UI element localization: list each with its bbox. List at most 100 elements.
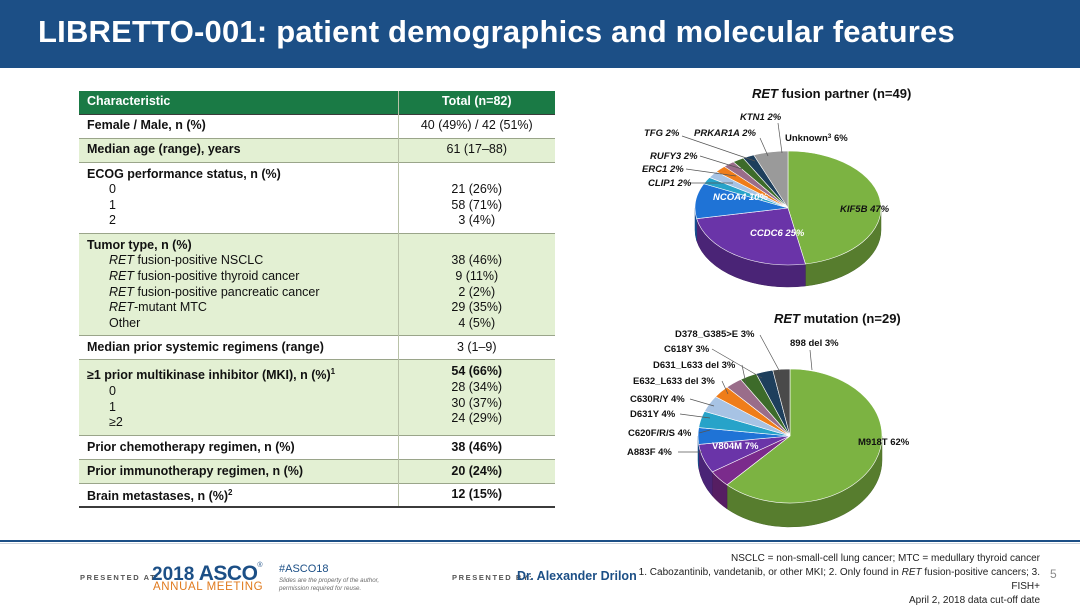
mutation-chart-title: RET mutation (n=29) bbox=[774, 311, 901, 326]
header-total: Total (n=82) bbox=[397, 91, 555, 114]
slice-label-0-9: Unknown3 6% bbox=[785, 133, 848, 144]
sub-value: 9 (11%) bbox=[455, 269, 499, 284]
ecog-labels: ECOG performance status, n (%) 0 1 2 bbox=[79, 162, 398, 233]
fusion-chart-title: RET fusion partner (n=49) bbox=[752, 86, 912, 101]
table-row-median-age: Median age (range), years 61 (17–88) bbox=[79, 138, 555, 162]
slice-label-1-8: C618Y 3% bbox=[664, 344, 710, 355]
sub-value: 30 (37%) bbox=[451, 395, 503, 410]
sub-label: ≥2 bbox=[109, 415, 123, 430]
footnote-line: April 2, 2018 data cut-off date bbox=[908, 595, 1040, 606]
sub-value: 58 (71%) bbox=[451, 197, 503, 212]
leader-line-1-4 bbox=[679, 413, 711, 419]
slice-label-1-10: 898 del 3% bbox=[790, 338, 839, 349]
leader-line-0-6 bbox=[681, 135, 756, 162]
sub-label: 2 bbox=[109, 213, 116, 228]
slice-label-0-5: RUFY3 2% bbox=[650, 151, 698, 162]
slice-label-1-1: A883F 4% bbox=[627, 447, 672, 458]
pie-charts: KIF5B 47% CCDC6 25% NCOA4 10% CLIP1 2% ERC1 … bbox=[627, 112, 910, 528]
sub-label: RET fusion-positive pancreatic cancer bbox=[109, 284, 320, 299]
annual-meeting-label: ANNUAL MEETING bbox=[153, 581, 264, 593]
footnote-line: NSCLC = non-small-cell lung cancer; MTC … bbox=[730, 553, 1040, 564]
hashtag: #ASCO18 bbox=[279, 563, 329, 575]
ecog-values: 21 (26%) 58 (71%) 3 (4%) bbox=[397, 162, 555, 234]
slice-label-1-2: V804M 7% bbox=[712, 441, 759, 452]
slice-label-1-4: D631Y 4% bbox=[630, 409, 676, 420]
slice-label-0-6: TFG 2% bbox=[644, 128, 680, 139]
pie-chart-1: M918T 62% A883F 4% V804M 7% C620F/R/S 4% D63… bbox=[627, 329, 910, 528]
slice-label-0-3: CLIP1 2% bbox=[648, 178, 692, 189]
asco-note: Slides are the property of the author, p… bbox=[279, 577, 380, 592]
row-value: 20 (24%) bbox=[397, 459, 555, 484]
sub-label: RET-mutant MTC bbox=[109, 300, 207, 315]
sub-value: 38 (46%) bbox=[451, 253, 503, 268]
sub-value: 4 (5%) bbox=[458, 315, 496, 330]
table-row-female-male: Female / Male, n (%) 40 (49%) / 42 (51%) bbox=[79, 114, 555, 138]
row-value: 40 (49%) / 42 (51%) bbox=[397, 114, 555, 138]
pie-slice-0-0 bbox=[787, 150, 882, 265]
sub-label: 1 bbox=[109, 197, 116, 212]
footer-rule bbox=[0, 540, 1080, 542]
table-row-immuno: Prior immunotherapy regimen, n (%) 20 (2… bbox=[79, 459, 555, 484]
leader-line-1-5 bbox=[689, 398, 715, 407]
row-value: 54 (66%) bbox=[451, 364, 503, 379]
slice-label-0-2: NCOA4 10% bbox=[713, 192, 768, 203]
sub-value: 29 (35%) bbox=[451, 300, 503, 315]
sub-label: 0 bbox=[109, 384, 116, 399]
leader-line-1-3 bbox=[698, 429, 711, 434]
leader-line-1-10 bbox=[809, 349, 813, 371]
sub-label: 0 bbox=[109, 182, 116, 197]
slice-label-1-7: D631_L633 del 3% bbox=[653, 360, 736, 371]
row-value: 3 (1–9) bbox=[397, 335, 555, 360]
table-row-brain: Brain metastases, n (%)2 12 (15%) bbox=[79, 483, 555, 508]
row-label: Brain metastases, n (%)2 bbox=[87, 488, 233, 504]
page-number: 5 bbox=[1050, 567, 1057, 581]
demographics-table: Characteristic Total (n=82) Female / Mal… bbox=[79, 91, 555, 508]
slice-label-0-1: CCDC6 25% bbox=[750, 228, 805, 239]
tumor-values: 38 (46%) 9 (11%) 2 (2%) 29 (35%) 4 (5%) bbox=[397, 233, 555, 336]
slice-label-0-8: KTN1 2% bbox=[740, 112, 782, 123]
pie-slice-1-10 bbox=[772, 368, 791, 437]
asco-logo: 2018 ASCO® bbox=[152, 562, 263, 585]
row-value: 38 (46%) bbox=[397, 435, 555, 460]
sub-value: 24 (29%) bbox=[451, 411, 503, 426]
sub-label: RET fusion-positive NSCLC bbox=[109, 253, 264, 268]
slice-label-1-9: D378_G385>E 3% bbox=[675, 329, 755, 340]
header-characteristic: Characteristic bbox=[79, 91, 398, 114]
slide-title: LIBRETTO-001: patient demographics and m… bbox=[38, 14, 955, 49]
footer-rule-light bbox=[0, 543, 1080, 544]
sub-value: 28 (34%) bbox=[451, 380, 503, 395]
slice-label-1-3: C620F/R/S 4% bbox=[628, 428, 692, 439]
tumor-labels: Tumor type, n (%) RET fusion-positive NS… bbox=[79, 233, 398, 336]
footnotes: NSCLC = non-small-cell lung cancer; MTC … bbox=[620, 552, 1040, 608]
row-label: Median prior systemic regimens (range) bbox=[87, 340, 324, 355]
leader-line-1-7 bbox=[741, 364, 747, 385]
row-label: Tumor type, n (%) bbox=[87, 237, 192, 252]
row-value: 12 (15%) bbox=[397, 483, 555, 508]
row-label: Female / Male, n (%) bbox=[87, 118, 206, 133]
slice-label-1-0: M918T 62% bbox=[858, 437, 910, 448]
sub-value: 3 (4%) bbox=[458, 213, 496, 228]
mki-labels: ≥1 prior multikinase inhibitor (MKI), n … bbox=[79, 359, 398, 436]
leader-line-0-4 bbox=[685, 168, 737, 177]
leader-line-1-8 bbox=[711, 348, 763, 379]
table-header-row: Characteristic Total (n=82) bbox=[79, 91, 555, 114]
presenter-name: Dr. Alexander Drilon bbox=[517, 569, 637, 583]
table-row-tumor-type: Tumor type, n (%) RET fusion-positive NS… bbox=[79, 233, 555, 336]
row-label: Prior immunotherapy regimen, n (%) bbox=[79, 459, 398, 484]
pie-slice-1-0 bbox=[726, 368, 883, 504]
slice-label-0-4: ERC1 2% bbox=[642, 164, 684, 175]
title-bar: LIBRETTO-001: patient demographics and m… bbox=[0, 0, 1080, 68]
table-row-mki: ≥1 prior multikinase inhibitor (MKI), n … bbox=[79, 359, 555, 436]
mki-values: 54 (66%) 28 (34%) 30 (37%) 24 (29%) bbox=[397, 359, 555, 436]
sub-label: 1 bbox=[109, 399, 116, 414]
slice-label-0-0: KIF5B 47% bbox=[840, 204, 890, 215]
sub-value: 21 (26%) bbox=[451, 182, 503, 197]
slice-label-1-6: E632_L633 del 3% bbox=[633, 376, 715, 387]
pie-slice-0-1 bbox=[696, 207, 806, 266]
sub-label: RET fusion-positive thyroid cancer bbox=[109, 269, 300, 284]
pie-chart-0: KIF5B 47% CCDC6 25% NCOA4 10% CLIP1 2% ERC1 … bbox=[642, 112, 890, 288]
leader-line-0-5 bbox=[699, 155, 743, 170]
slice-label-1-5: C630R/Y 4% bbox=[630, 394, 685, 405]
table-row-chemo: Prior chemotherapy regimen, n (%) 38 (46… bbox=[79, 435, 555, 460]
row-label: Prior chemotherapy regimen, n (%) bbox=[87, 439, 295, 454]
